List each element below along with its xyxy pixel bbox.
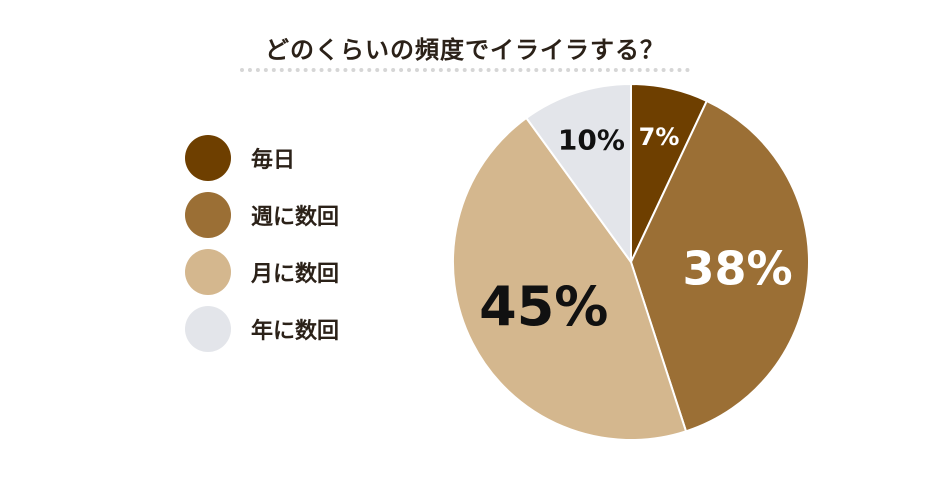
pie-slice-several-times-week — [629, 99, 810, 433]
pie-label-several-times-month: 45% — [479, 275, 608, 338]
pie-label-daily: 7% — [639, 123, 680, 151]
pie-label-several-times-year: 10% — [558, 124, 625, 157]
legend-label-several-times-month: 月に数回 — [251, 262, 340, 287]
legend-swatch-daily — [185, 135, 231, 181]
legend: 毎日 週に数回 月に数回 年に数回 — [185, 135, 339, 363]
legend-swatch-several-times-month — [185, 249, 231, 295]
legend-label-daily: 毎日 — [251, 148, 296, 173]
legend-item-several-times-week: 週に数回 — [185, 192, 339, 238]
pie-slice-several-times-year — [524, 82, 632, 266]
chart-title: どのくらいの頻度でイライラする？ — [265, 36, 665, 64]
legend-label-several-times-year: 年に数回 — [251, 319, 340, 344]
pie-label-several-times-week: 38% — [683, 242, 793, 296]
legend-swatch-several-times-year — [185, 306, 231, 352]
legend-item-several-times-year: 年に数回 — [185, 306, 339, 352]
legend-label-several-times-week: 週に数回 — [251, 205, 340, 230]
legend-swatch-several-times-week — [185, 192, 231, 238]
pie-slice-several-times-month — [452, 116, 688, 442]
legend-item-several-times-month: 月に数回 — [185, 249, 339, 295]
legend-item-daily: 毎日 — [185, 135, 339, 181]
title-dotted-rule — [240, 68, 690, 72]
